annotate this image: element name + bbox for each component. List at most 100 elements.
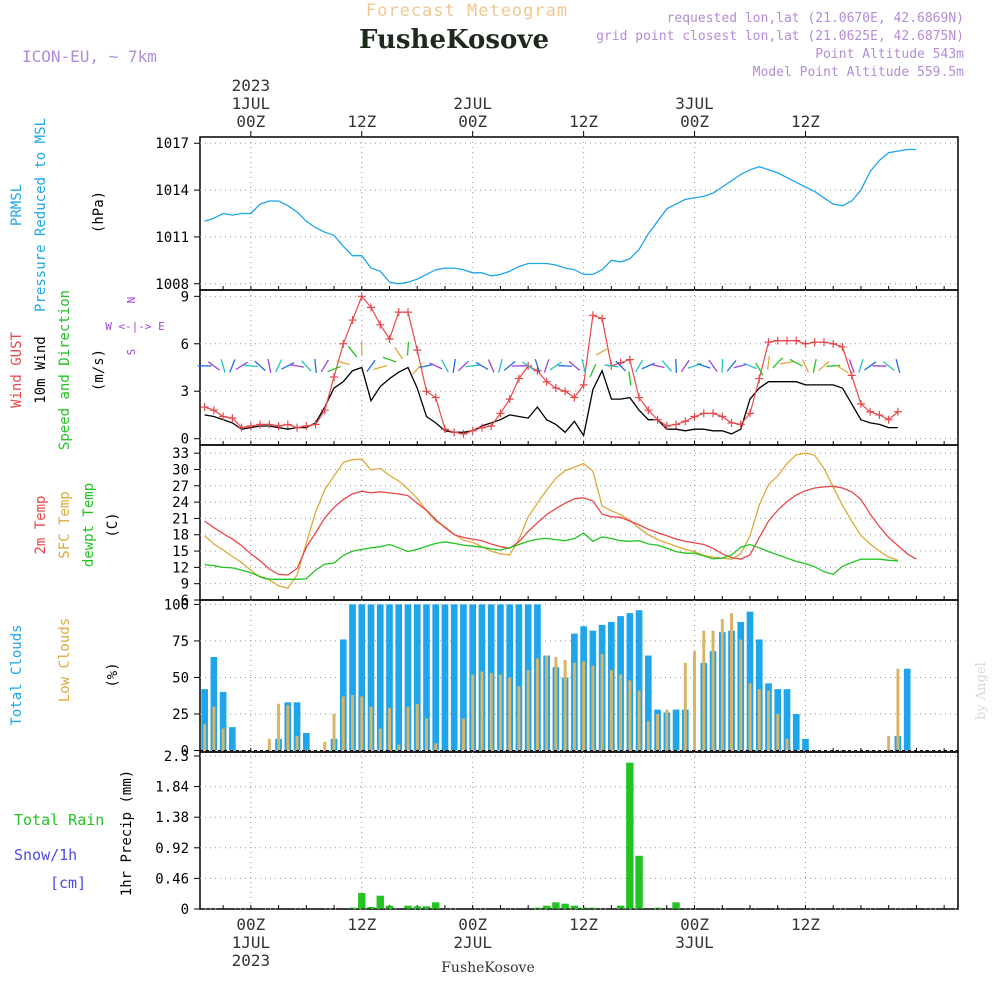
time-label-bottom: 2023 xyxy=(232,951,271,970)
y-tick-label: 18 xyxy=(172,528,189,544)
y-tick-label: 9 xyxy=(181,577,189,593)
y-tick-label: 15 xyxy=(172,544,189,560)
gust-marker xyxy=(653,415,662,424)
low-clouds-bar xyxy=(434,743,438,751)
rain-bar xyxy=(626,762,634,909)
y-tick-label: 1008 xyxy=(155,277,189,293)
time-label-bottom: 12Z xyxy=(791,915,820,934)
gust-marker xyxy=(320,406,329,415)
wind-direction-arrow xyxy=(581,358,586,373)
wind-direction-arrow xyxy=(549,361,563,371)
total-clouds-bar xyxy=(210,657,218,751)
wind-direction-arrow xyxy=(848,359,855,373)
y-tick-label: 33 xyxy=(172,446,189,462)
wind-direction-arrow xyxy=(254,360,266,372)
wind-direction-arrow xyxy=(314,358,317,373)
panel-frame xyxy=(199,599,959,753)
gust-marker xyxy=(773,336,782,345)
total-clouds-bar xyxy=(441,604,449,751)
low-clouds-bar xyxy=(489,673,493,751)
wind-direction-arrow xyxy=(412,363,423,375)
time-label-top: 00Z xyxy=(680,112,709,131)
wind-direction-arrow xyxy=(534,359,541,373)
panel-wind: 0 3 6 9 xyxy=(181,289,959,448)
wind-direction-arrow xyxy=(465,364,480,368)
compass-n: N xyxy=(125,297,138,304)
wind-direction-arrow xyxy=(789,358,803,367)
low-clouds-bar xyxy=(480,671,484,751)
low-clouds-bar xyxy=(776,714,780,751)
low-clouds-bar xyxy=(637,690,641,751)
y-tick-label: 21 xyxy=(172,511,189,527)
footer-location: FusheKosove xyxy=(441,960,535,976)
model-altitude: Model Point Altitude 559.5m xyxy=(753,65,964,80)
compass-s: S xyxy=(125,349,138,356)
low-clouds-label: Low Clouds xyxy=(57,618,73,702)
time-label-bottom: 00Z xyxy=(458,915,487,934)
total-clouds-bar xyxy=(349,604,356,751)
gust-marker xyxy=(339,339,348,348)
wind-direction-arrow xyxy=(503,361,516,371)
gust-marker xyxy=(394,308,403,317)
pressure-unit: (hPa) xyxy=(91,191,107,233)
wind-direction-arrow xyxy=(281,362,295,370)
temp-2m-line xyxy=(204,485,917,576)
wind-direction-arrow xyxy=(767,355,770,370)
low-clouds-bar xyxy=(267,738,271,751)
compass-we: W <-|-> E xyxy=(105,320,165,333)
gust-marker xyxy=(283,420,292,429)
gust-marker xyxy=(293,423,302,432)
low-clouds-bar xyxy=(351,695,355,751)
low-clouds-bar xyxy=(582,661,586,751)
gust-marker xyxy=(746,409,755,418)
gust-marker xyxy=(699,409,708,418)
total-clouds-bar xyxy=(339,639,347,751)
gust-marker xyxy=(514,374,523,383)
low-clouds-bar xyxy=(609,670,613,751)
gust-marker xyxy=(866,407,875,416)
time-label-bottom: 12Z xyxy=(569,915,598,934)
pressure-line xyxy=(204,148,917,285)
low-clouds-bar xyxy=(730,613,734,751)
wind-direction-arrow xyxy=(696,363,711,369)
wind-direction-arrow xyxy=(836,364,849,374)
wind-direction-arrow xyxy=(487,359,495,373)
wind-direction-arrow xyxy=(419,363,434,369)
y-tick-label: 0 xyxy=(181,432,189,448)
gust-marker xyxy=(792,336,801,345)
y-tick-label: 1.38 xyxy=(155,810,189,826)
total-clouds-bar xyxy=(450,604,458,751)
precip-unit: 1hr Precip (mm) xyxy=(119,770,135,896)
grid-point-coords: grid point closest lon,lat (21.0625E, 42… xyxy=(596,29,964,44)
sfc-label: SFC Temp xyxy=(57,491,73,558)
low-clouds-bar xyxy=(572,662,576,751)
wind-direction-arrow xyxy=(801,359,810,373)
low-clouds-bar xyxy=(277,703,281,751)
time-label-bottom: 00Z xyxy=(236,915,265,934)
gust-marker xyxy=(256,420,265,429)
gust-marker xyxy=(690,412,699,421)
wind-direction-arrow xyxy=(818,360,830,372)
y-tick-label: 0 xyxy=(181,902,189,918)
y-tick-label: 50 xyxy=(172,670,189,686)
wind-direction-arrow xyxy=(406,341,410,356)
wind-direction-arrow xyxy=(373,364,388,371)
wind-dir-label: Speed and Direction xyxy=(57,290,73,450)
panel-pressure: 1008 1011 1014 1017 xyxy=(155,136,959,293)
gust-marker xyxy=(875,410,884,419)
wind-unit: (m/s) xyxy=(91,349,107,391)
low-clouds-bar xyxy=(471,674,475,751)
time-label-top: 1JUL xyxy=(232,94,271,113)
total-clouds-bar xyxy=(367,604,375,751)
total-clouds-bar xyxy=(201,689,208,751)
total-clouds-bar xyxy=(404,604,412,751)
wind-direction-arrow xyxy=(394,347,404,360)
low-clouds-bar xyxy=(554,657,558,751)
low-clouds-bar xyxy=(693,651,697,751)
panel-clouds: 0 25 50 75 100 xyxy=(164,597,959,760)
rain-bar xyxy=(542,905,551,909)
gust-marker xyxy=(422,387,431,396)
low-clouds-bar xyxy=(323,741,327,751)
wind-direction-arrow xyxy=(635,359,644,373)
